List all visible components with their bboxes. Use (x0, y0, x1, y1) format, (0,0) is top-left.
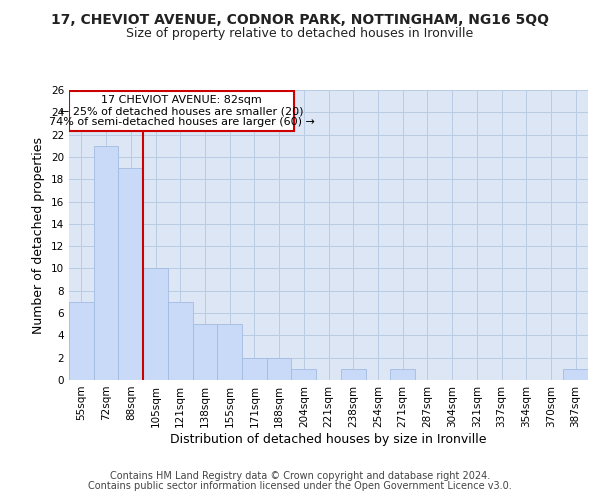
Text: 17, CHEVIOT AVENUE, CODNOR PARK, NOTTINGHAM, NG16 5QQ: 17, CHEVIOT AVENUE, CODNOR PARK, NOTTING… (51, 12, 549, 26)
Bar (168, 302, 193, 380)
Bar (217, 324, 242, 380)
Bar (341, 369, 365, 380)
Bar (292, 369, 316, 380)
FancyBboxPatch shape (70, 91, 294, 132)
Bar (94, 146, 118, 380)
Text: ← 25% of detached houses are smaller (20): ← 25% of detached houses are smaller (20… (60, 106, 304, 116)
Text: 74% of semi-detached houses are larger (60) →: 74% of semi-detached houses are larger (… (49, 117, 314, 127)
Bar (242, 358, 267, 380)
Bar (193, 324, 217, 380)
Bar (118, 168, 143, 380)
X-axis label: Distribution of detached houses by size in Ironville: Distribution of detached houses by size … (170, 432, 487, 446)
Y-axis label: Number of detached properties: Number of detached properties (32, 136, 46, 334)
Text: Contains HM Land Registry data © Crown copyright and database right 2024.: Contains HM Land Registry data © Crown c… (110, 471, 490, 481)
Bar (143, 268, 168, 380)
Text: Contains public sector information licensed under the Open Government Licence v3: Contains public sector information licen… (88, 481, 512, 491)
Bar (563, 369, 588, 380)
Bar (267, 358, 292, 380)
Bar (69, 302, 94, 380)
Text: Size of property relative to detached houses in Ironville: Size of property relative to detached ho… (127, 28, 473, 40)
Text: 17 CHEVIOT AVENUE: 82sqm: 17 CHEVIOT AVENUE: 82sqm (101, 95, 262, 105)
Bar (390, 369, 415, 380)
